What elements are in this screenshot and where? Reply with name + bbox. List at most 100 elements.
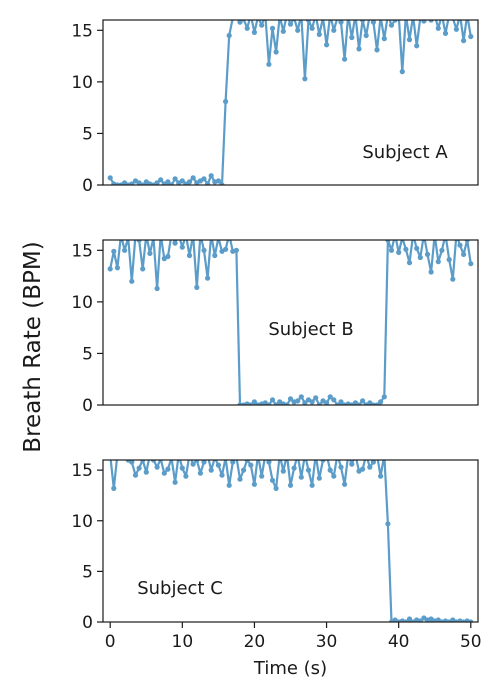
data-point (392, 20, 398, 23)
data-point (233, 247, 239, 253)
data-point (219, 472, 225, 478)
data-point (305, 20, 312, 23)
series-group (107, 12, 474, 185)
data-point (277, 13, 282, 18)
data-point (237, 20, 243, 25)
data-point (302, 76, 308, 82)
data-point (338, 20, 344, 25)
data-point (191, 232, 196, 237)
data-point (273, 49, 279, 55)
data-point (107, 175, 113, 181)
data-point (388, 22, 395, 28)
data-point (342, 481, 348, 487)
data-point (129, 278, 135, 284)
plot-frame (102, 19, 479, 186)
data-point (331, 27, 337, 33)
data-point (248, 12, 253, 17)
data-point (269, 477, 276, 483)
data-point (406, 37, 413, 43)
data-point (244, 25, 250, 31)
data-point (259, 22, 265, 28)
plot-frame (102, 459, 479, 623)
data-point (122, 452, 127, 457)
data-point (227, 232, 232, 237)
data-point (168, 182, 175, 185)
data-point (241, 20, 246, 22)
data-point (226, 482, 232, 488)
data-point (284, 12, 289, 17)
data-point (403, 12, 408, 17)
data-point (183, 473, 189, 479)
data-point (461, 251, 467, 257)
series-group (107, 232, 474, 405)
data-point (255, 14, 260, 19)
data-point (136, 240, 142, 243)
data-point (154, 285, 160, 292)
data-point (414, 43, 420, 49)
data-point (461, 38, 467, 44)
data-point (209, 232, 214, 237)
y-axis-label: Breath Rate (BPM) (20, 241, 46, 452)
data-point (111, 485, 117, 491)
data-point (147, 250, 153, 256)
data-point (251, 481, 257, 487)
data-point (212, 252, 218, 259)
data-point (291, 465, 297, 471)
data-point (172, 479, 178, 485)
data-point (356, 402, 362, 405)
data-point (230, 460, 236, 465)
data-point (313, 395, 319, 401)
data-point (165, 253, 171, 260)
data-point (370, 460, 376, 465)
data-point (201, 460, 207, 465)
data-point (378, 14, 383, 19)
data-point (367, 12, 372, 17)
data-point (414, 245, 420, 251)
data-point (457, 242, 463, 248)
data-point (457, 12, 462, 17)
data-point (176, 232, 181, 237)
data-point (353, 12, 358, 17)
data-point (234, 454, 239, 459)
data-point (382, 452, 387, 457)
data-point (295, 452, 300, 457)
data-point (417, 254, 423, 261)
data-point (183, 232, 188, 237)
data-point (338, 464, 344, 470)
data-point (234, 12, 239, 17)
data-point (132, 472, 139, 478)
x-tick-label: 0 (105, 632, 116, 652)
data-point (309, 482, 315, 488)
data-point (364, 452, 369, 457)
panel-1: 0 5 10 15 Subject A (71, 12, 479, 196)
data-point (208, 467, 214, 473)
x-tick-label: 30 (316, 632, 338, 652)
panel-2: 0 5 10 15 Subject B (71, 232, 479, 416)
data-point (328, 12, 333, 17)
plot-frame (102, 239, 479, 406)
data-point (251, 29, 257, 35)
y-tick-label: 0 (82, 396, 93, 416)
data-point (367, 464, 373, 470)
data-point (140, 266, 146, 272)
data-point (298, 474, 304, 480)
data-point (338, 399, 344, 405)
data-point (118, 447, 123, 452)
data-point (255, 452, 260, 457)
data-point (302, 452, 307, 457)
data-point (179, 465, 185, 471)
data-point (374, 47, 380, 53)
data-point (424, 251, 431, 257)
data-point (263, 12, 268, 17)
data-point (388, 247, 395, 253)
data-point (378, 399, 384, 405)
data-point (172, 240, 178, 246)
data-point (331, 473, 337, 479)
panel-3: 0 5 10 15 0 10 20 30 40 50 Subject C Time (s) (71, 447, 482, 679)
data-point (432, 12, 437, 17)
data-point (428, 269, 434, 275)
data-point (316, 475, 322, 481)
data-point (411, 232, 416, 237)
data-point (140, 460, 146, 463)
data-point (381, 36, 387, 42)
